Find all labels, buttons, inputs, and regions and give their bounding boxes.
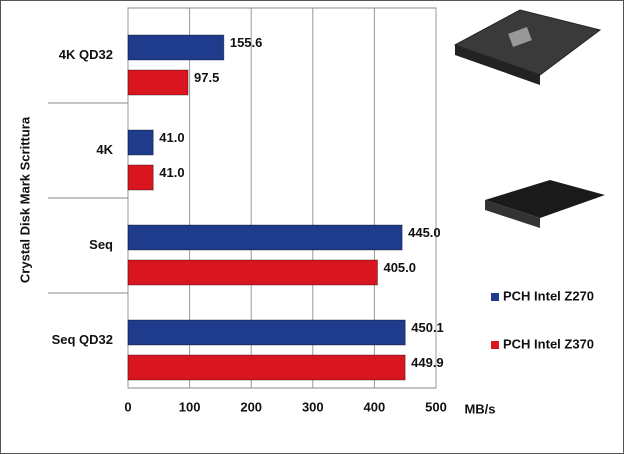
x-axis-label: MB/s <box>464 401 495 416</box>
data-label: 405.0 <box>383 260 416 275</box>
data-label: 41.0 <box>159 130 184 145</box>
motherboard-image <box>453 9 602 85</box>
data-label: 41.0 <box>159 165 184 180</box>
x-tick-label: 500 <box>425 399 447 414</box>
bar <box>127 34 225 61</box>
data-label: 97.5 <box>194 70 219 85</box>
ssd-image <box>485 180 605 228</box>
data-label: 445.0 <box>408 225 441 240</box>
bar <box>127 224 403 251</box>
y-tick-label: 4K QD32 <box>59 47 113 62</box>
bar <box>127 164 154 191</box>
y-tick-label: Seq <box>89 237 113 252</box>
legend-label: PCH Intel Z270 <box>503 288 594 303</box>
legend-label: PCH Intel Z370 <box>503 336 594 351</box>
data-label: 449.9 <box>411 355 444 370</box>
y-axis-label: Crystal Disk Mark Scrittura <box>17 116 32 283</box>
x-tick-label: 100 <box>179 399 201 414</box>
bar <box>127 129 154 156</box>
bar <box>127 319 406 346</box>
x-tick-label: 300 <box>302 399 324 414</box>
y-tick-label: Seq QD32 <box>52 332 113 347</box>
bar <box>127 259 378 286</box>
legend-swatch <box>491 293 499 301</box>
bar <box>127 69 189 96</box>
x-tick-label: 200 <box>240 399 262 414</box>
data-label: 450.1 <box>411 320 444 335</box>
legend-swatch <box>491 341 499 349</box>
x-tick-label: 400 <box>364 399 386 414</box>
data-label: 155.6 <box>230 35 263 50</box>
x-tick-label: 0 <box>124 399 131 414</box>
y-tick-label: 4K <box>96 142 113 157</box>
bar <box>127 354 406 381</box>
